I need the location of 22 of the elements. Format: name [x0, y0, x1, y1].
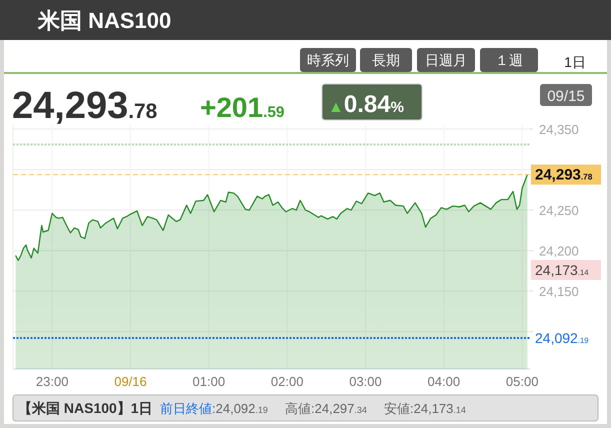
x-tick-label: 04:00: [428, 374, 460, 389]
ref-line-label: 24,293.78: [535, 166, 593, 184]
annotation: 24,293.78: [12, 85, 158, 127]
y-tick-label: 24,350: [539, 122, 579, 138]
y-tick-label: 24,250: [539, 203, 579, 218]
y-tick-label: 24,200: [539, 244, 579, 259]
text: 09/15: [547, 88, 585, 105]
x-tick-label: 03:00: [349, 374, 382, 389]
x-tick-label: 05:00: [506, 374, 538, 389]
y-tick-label: 24,150: [539, 284, 579, 300]
chart-title: 米国 NAS100: [37, 8, 172, 33]
text: 安値:24,173.14: [384, 401, 466, 416]
x-tick-label: 09/16: [114, 374, 147, 389]
text: 【米国 NAS100】1日: [18, 400, 153, 416]
header: 米国 NAS100 時系列 長期 日週月 １週 1日: [0, 0, 611, 74]
text: ▲0.84%: [328, 91, 404, 118]
x-tick-label: 01:00: [192, 374, 226, 389]
x-tick-label: 23:00: [36, 374, 68, 389]
x-tick-label: 02:00: [270, 374, 304, 389]
text: +201.59: [200, 92, 284, 123]
text: 高値:24,297.34: [285, 401, 367, 416]
text: 前日終値:24,092.19: [160, 401, 268, 416]
